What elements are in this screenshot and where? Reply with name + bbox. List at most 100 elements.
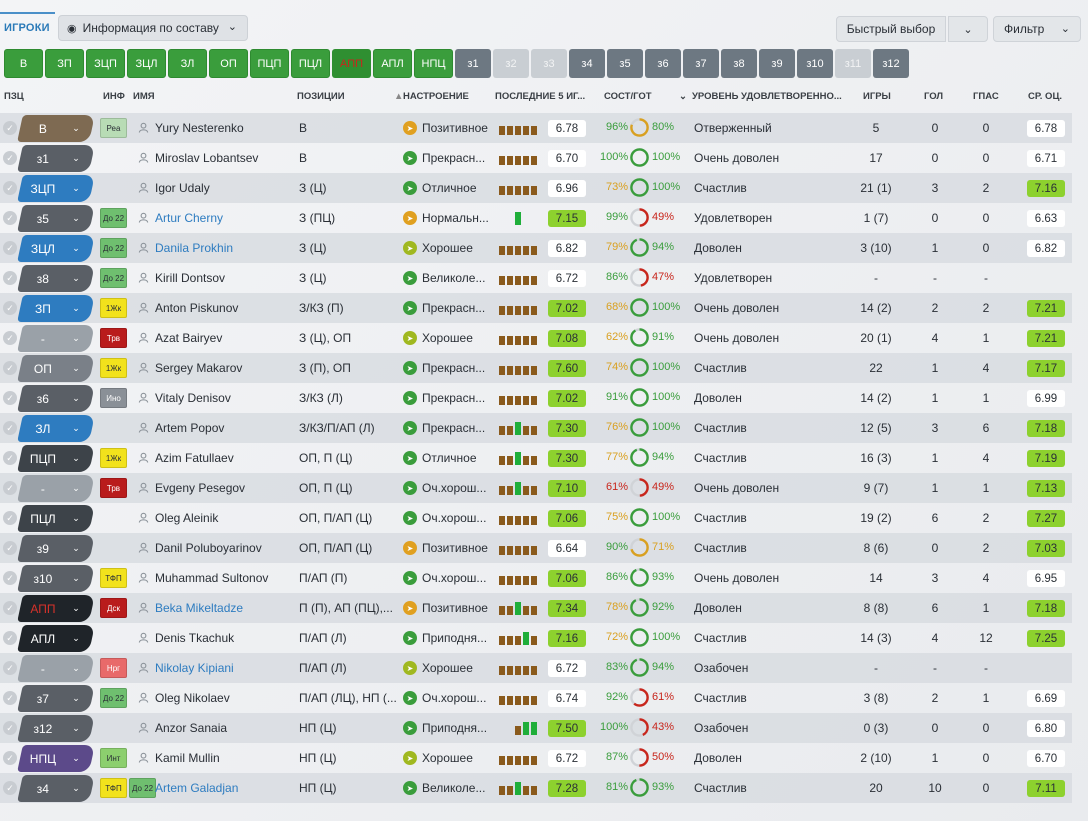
table-row[interactable]: ✓ ОП ⌄ 1Жк Sergey Makarov З (П), ОП ➤ Прекрасн.… bbox=[0, 353, 1072, 383]
select-check-icon[interactable]: ✓ bbox=[3, 421, 17, 435]
slot-selector[interactable]: ПЦП ⌄ bbox=[17, 445, 95, 472]
header-games[interactable]: ИГРЫ bbox=[863, 91, 891, 102]
player-name[interactable]: Miroslav Lobantsev bbox=[155, 151, 259, 165]
select-check-icon[interactable]: ✓ bbox=[3, 661, 17, 675]
chip-з11[interactable]: з11 bbox=[835, 49, 871, 78]
header-name[interactable]: ИМЯ bbox=[133, 91, 155, 102]
select-check-icon[interactable]: ✓ bbox=[3, 391, 17, 405]
chip-АПП[interactable]: АПП bbox=[332, 49, 371, 78]
player-name[interactable]: Muhammad Sultonov bbox=[155, 571, 269, 585]
player-name[interactable]: Danil Poluboyarinov bbox=[155, 541, 262, 555]
info-badge[interactable]: Инт bbox=[100, 748, 127, 768]
slot-selector[interactable]: ЗП ⌄ bbox=[17, 295, 95, 322]
chip-ПЦЛ[interactable]: ПЦЛ bbox=[291, 49, 330, 78]
chip-з5[interactable]: з5 bbox=[607, 49, 643, 78]
chip-з4[interactable]: з4 bbox=[569, 49, 605, 78]
player-name[interactable]: Evgeny Pesegov bbox=[155, 481, 246, 495]
chip-ЗЦЛ[interactable]: ЗЦЛ bbox=[127, 49, 166, 78]
filter-button[interactable]: Фильтр ⌄ bbox=[993, 16, 1081, 42]
select-check-icon[interactable]: ✓ bbox=[3, 301, 17, 315]
header-satisfaction[interactable]: УРОВЕНЬ УДОВЛЕТВОРЕННО... bbox=[692, 91, 842, 102]
header-assists[interactable]: ГПАС bbox=[973, 91, 999, 102]
header-last5[interactable]: ПОСЛЕДНИЕ 5 ИГ... bbox=[495, 91, 586, 102]
table-row[interactable]: ✓ - ⌄ Нрг Nikolay Kipiani П/АП (Л) ➤ Хорошее 6.7… bbox=[0, 653, 1072, 683]
info-badge[interactable]: 1Жк bbox=[100, 358, 127, 378]
chip-з10[interactable]: з10 bbox=[797, 49, 833, 78]
slot-selector[interactable]: АПЛ ⌄ bbox=[17, 625, 95, 652]
player-name[interactable]: Azim Fatullaev bbox=[155, 451, 234, 465]
slot-selector[interactable]: з8 ⌄ bbox=[17, 265, 95, 292]
chip-АПЛ[interactable]: АПЛ bbox=[373, 49, 412, 78]
slot-selector[interactable]: з9 ⌄ bbox=[17, 535, 95, 562]
info-badge[interactable]: До 22 bbox=[100, 238, 127, 258]
info-badge[interactable]: До 22 bbox=[100, 208, 127, 228]
info-badge[interactable]: Нрг bbox=[100, 658, 127, 678]
slot-selector[interactable]: - ⌄ bbox=[17, 475, 95, 502]
slot-selector[interactable]: з7 ⌄ bbox=[17, 685, 95, 712]
select-check-icon[interactable]: ✓ bbox=[3, 331, 17, 345]
chip-з9[interactable]: з9 bbox=[759, 49, 795, 78]
view-selector[interactable]: ◉ Информация по составу ⌄ bbox=[58, 15, 248, 41]
info-badge[interactable]: До 22 bbox=[100, 688, 127, 708]
header-avg[interactable]: СР. ОЦ. bbox=[1028, 91, 1063, 102]
select-check-icon[interactable]: ✓ bbox=[3, 781, 17, 795]
info-badge[interactable]: Реа bbox=[100, 118, 127, 138]
header-mood[interactable]: НАСТРОЕНИЕ bbox=[403, 91, 469, 102]
info-badge[interactable]: 1Жк bbox=[100, 298, 127, 318]
table-row[interactable]: ✓ НПЦ ⌄ Инт Kamil Mullin НП (Ц) ➤ Хорошее 6.72 87… bbox=[0, 743, 1072, 773]
info-badge[interactable]: Трв bbox=[100, 328, 127, 348]
select-check-icon[interactable]: ✓ bbox=[3, 481, 17, 495]
select-check-icon[interactable]: ✓ bbox=[3, 751, 17, 765]
info-badge[interactable]: Ино bbox=[100, 388, 127, 408]
table-row[interactable]: ✓ АПЛ ⌄ Denis Tkachuk П/АП (Л) ➤ Приподня... 7.… bbox=[0, 623, 1072, 653]
info-badge[interactable]: До 22 bbox=[129, 778, 156, 798]
slot-selector[interactable]: ЗЛ ⌄ bbox=[17, 415, 95, 442]
player-name[interactable]: Oleg Nikolaev bbox=[155, 691, 230, 705]
header-inf[interactable]: ИНФ bbox=[103, 91, 125, 102]
select-check-icon[interactable]: ✓ bbox=[3, 241, 17, 255]
player-name[interactable]: Nikolay Kipiani bbox=[155, 661, 234, 675]
player-name[interactable]: Vitaly Denisov bbox=[155, 391, 231, 405]
info-badge[interactable]: ТФП bbox=[100, 568, 127, 588]
table-row[interactable]: ✓ з7 ⌄ До 22 Oleg Nikolaev П/АП (ЛЦ), НП (...… bbox=[0, 683, 1072, 713]
table-row[interactable]: ✓ з8 ⌄ До 22 Kirill Dontsov З (Ц) ➤ Великоле...… bbox=[0, 263, 1072, 293]
select-check-icon[interactable]: ✓ bbox=[3, 691, 17, 705]
player-name[interactable]: Kamil Mullin bbox=[155, 751, 220, 765]
info-badge[interactable]: Дск bbox=[100, 598, 127, 618]
player-name[interactable]: Artur Cherny bbox=[155, 211, 224, 225]
select-check-icon[interactable]: ✓ bbox=[3, 181, 17, 195]
slot-selector[interactable]: ЗЦЛ ⌄ bbox=[17, 235, 95, 262]
slot-selector[interactable]: з1 ⌄ bbox=[17, 145, 95, 172]
chip-з8[interactable]: з8 bbox=[721, 49, 757, 78]
chip-ОП[interactable]: ОП bbox=[209, 49, 248, 78]
player-name[interactable]: Oleg Aleinik bbox=[155, 511, 219, 525]
player-name[interactable]: Yury Nesterenko bbox=[155, 121, 244, 135]
player-name[interactable]: Kirill Dontsov bbox=[155, 271, 226, 285]
chip-з12[interactable]: з12 bbox=[873, 49, 909, 78]
player-name[interactable]: Artem Galadjan bbox=[155, 781, 239, 795]
chip-з3[interactable]: з3 bbox=[531, 49, 567, 78]
player-name[interactable]: Denis Tkachuk bbox=[155, 631, 235, 645]
table-row[interactable]: ✓ з1 ⌄ Miroslav Lobantsev В ➤ Прекрасн... 6.70 1… bbox=[0, 143, 1072, 173]
chip-ЗЦП[interactable]: ЗЦП bbox=[86, 49, 125, 78]
slot-selector[interactable]: ЗЦП ⌄ bbox=[17, 175, 95, 202]
select-check-icon[interactable]: ✓ bbox=[3, 361, 17, 375]
player-name[interactable]: Beka Mikeltadze bbox=[155, 601, 244, 615]
chip-ПЦП[interactable]: ПЦП bbox=[250, 49, 289, 78]
table-row[interactable]: ✓ з6 ⌄ Ино Vitaly Denisov З/КЗ (Л) ➤ Прекрасн..… bbox=[0, 383, 1072, 413]
select-check-icon[interactable]: ✓ bbox=[3, 211, 17, 225]
select-check-icon[interactable]: ✓ bbox=[3, 121, 17, 135]
chip-з6[interactable]: з6 bbox=[645, 49, 681, 78]
table-row[interactable]: ✓ - ⌄ Трв Azat Bairyev З (Ц), ОП ➤ Хорошее 7.08 6… bbox=[0, 323, 1072, 353]
table-row[interactable]: ✓ з9 ⌄ Danil Poluboyarinov ОП, П/АП (Ц) ➤ Пози… bbox=[0, 533, 1072, 563]
header-pzc[interactable]: ПЗЦ bbox=[4, 91, 24, 102]
chip-В[interactable]: В bbox=[4, 49, 43, 78]
table-row[interactable]: ✓ з12 ⌄ Anzor Sanaia НП (Ц) ➤ Приподня... 7.50 1… bbox=[0, 713, 1072, 743]
chip-з1[interactable]: з1 bbox=[455, 49, 491, 78]
header-goals[interactable]: ГОЛ bbox=[924, 91, 944, 102]
select-check-icon[interactable]: ✓ bbox=[3, 571, 17, 585]
table-row[interactable]: ✓ ПЦЛ ⌄ Oleg Aleinik ОП, П/АП (Ц) ➤ Оч.хорош..… bbox=[0, 503, 1072, 533]
table-row[interactable]: ✓ ЗП ⌄ 1Жк Anton Piskunov З/КЗ (П) ➤ Прекрасн..… bbox=[0, 293, 1072, 323]
table-row[interactable]: ✓ з4 ⌄ ТФП До 22 Artem Galadjan НП (Ц) ➤ Великол… bbox=[0, 773, 1072, 803]
select-check-icon[interactable]: ✓ bbox=[3, 541, 17, 555]
